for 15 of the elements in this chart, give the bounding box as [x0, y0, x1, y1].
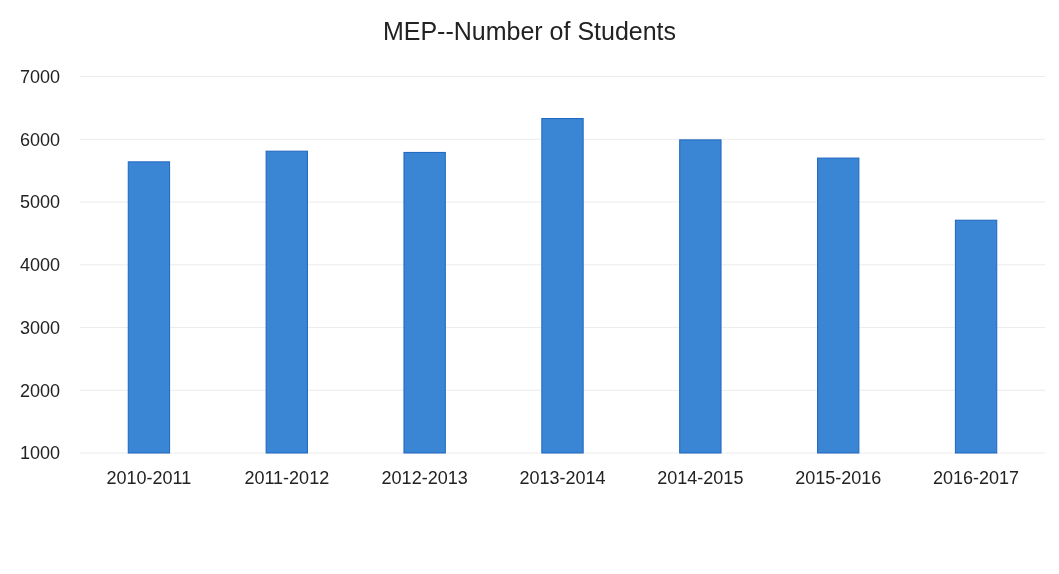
y-tick-label: 3000 [19, 317, 60, 338]
x-tick-label: 2010-2011 [106, 467, 192, 488]
x-tick-label: 2016-2017 [933, 467, 1020, 488]
x-tick-label: 2013-2014 [519, 467, 606, 488]
x-tick-label: 2015-2016 [795, 467, 882, 488]
y-tick-label: 6000 [19, 129, 60, 150]
x-tick-label: 2012-2013 [381, 467, 468, 488]
y-tick-label: 7000 [19, 66, 60, 87]
y-tick-label: 1000 [19, 443, 60, 464]
x-tick-label: 2014-2015 [657, 467, 744, 488]
chart-title: MEP--Number of Students [382, 17, 677, 45]
x-tick-label: 2011-2012 [244, 467, 330, 488]
y-tick-label: 5000 [19, 192, 60, 213]
y-tick-label: 2000 [19, 380, 60, 401]
y-tick-label: 4000 [19, 255, 60, 276]
